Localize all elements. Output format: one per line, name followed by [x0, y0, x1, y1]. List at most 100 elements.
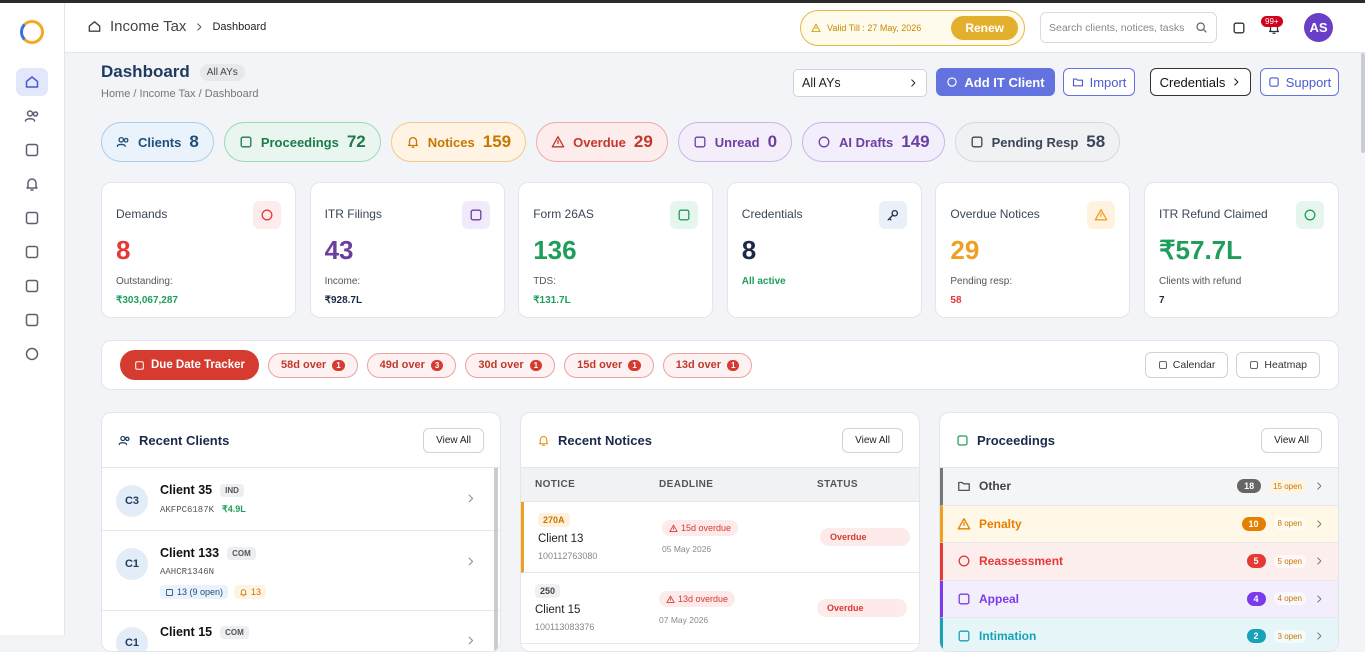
stat-card[interactable]: Overdue Notices 29 Pending resp: 58: [935, 182, 1131, 318]
header-button[interactable]: Add IT Client: [936, 68, 1055, 96]
icon: [468, 636, 474, 645]
stat-card[interactable]: ITR Refund Claimed ₹57.7L Clients with ref…: [1144, 182, 1339, 318]
client-row[interactable]: C1 Client 15 COM: [102, 611, 500, 651]
notice-row[interactable]: 250 Client 15 100113083376 13d overdue 07 Ma…: [521, 573, 919, 644]
stat-card[interactable]: ITR Filings 43 Income: ₹928.7L: [309, 182, 505, 318]
client-row[interactable]: C3 Client 35 IND AKFPC6187K ₹4.9L: [102, 468, 500, 531]
icon: [25, 76, 39, 88]
client-pan: AKFPC6187K: [160, 504, 215, 515]
header-button[interactable]: Credentials: [1150, 68, 1251, 96]
search[interactable]: Search clients, notices, tasks: [1040, 12, 1217, 43]
filter-pill[interactable]: Notices 159: [390, 122, 527, 162]
proceeding-row[interactable]: Reassessment 5 5 open: [940, 543, 1338, 581]
stat-title: ITR Filings: [324, 207, 382, 221]
icon-part: [26, 178, 38, 189]
proceeding-row[interactable]: Intimation 2 3 open: [940, 618, 1338, 651]
stat-card[interactable]: Credentials 8 All active: [726, 182, 922, 318]
proceeding-name: Reassessment: [979, 554, 1064, 569]
proceeding-row[interactable]: Penalty 10 8 open: [940, 505, 1338, 543]
icon: [694, 136, 706, 148]
nav-item[interactable]: [16, 136, 48, 164]
client-row[interactable]: C1 Client 133 COM AAHCR1346N 13 (9 open) 13: [102, 531, 500, 611]
nav-item[interactable]: [16, 238, 48, 266]
filter-pill[interactable]: Clients 8: [101, 122, 214, 162]
stat-sub-value: ₹303,067,287: [116, 295, 178, 306]
breadcrumb: Income Tax Dashboard: [87, 18, 266, 35]
tracker-item[interactable]: 30d over 1: [465, 352, 556, 378]
nav-item[interactable]: [16, 102, 48, 130]
tracker-buttons: Calendar Heatmap: [1144, 352, 1320, 378]
icon: [1269, 77, 1279, 87]
nav-item[interactable]: [16, 340, 48, 368]
row-chevron: [465, 491, 476, 509]
tracker-item[interactable]: 13d over 1: [662, 352, 753, 378]
stat-sub-label: Clients with refund: [1159, 276, 1242, 287]
view-all[interactable]: View All: [842, 427, 903, 453]
icon-part: [811, 23, 821, 32]
proceeding-open: 8 open: [1273, 517, 1306, 531]
client-info: Client 35 IND AKFPC6187K ₹4.9L: [160, 481, 453, 515]
filter-pill[interactable]: Pending Resp 58: [954, 122, 1121, 162]
ay-select[interactable]: All AYs: [793, 69, 927, 97]
icon-part: [1269, 77, 1279, 87]
avatar[interactable]: AS: [1304, 13, 1333, 42]
tracker-title[interactable]: Due Date Tracker: [120, 350, 259, 380]
ay-select-value: All AYs: [802, 76, 841, 90]
nav-item[interactable]: [16, 68, 48, 96]
tracker-button[interactable]: Calendar: [1144, 352, 1229, 378]
icon-part: [1233, 22, 1245, 34]
row-chevron: [465, 554, 476, 572]
icon-part: [958, 593, 970, 605]
top-border: [0, 0, 1365, 3]
title: Dashboard: [101, 62, 190, 81]
chat-icon[interactable]: [1232, 21, 1246, 40]
icon: [1317, 595, 1322, 603]
tracker-item[interactable]: 49d over 3: [366, 352, 457, 378]
proceeding-name: Intimation: [979, 629, 1037, 644]
ay-chip: All AYs: [199, 63, 245, 81]
stat-card[interactable]: Demands 8 Outstanding: ₹303,067,287: [101, 182, 296, 318]
icon-part: [1317, 595, 1322, 603]
icon: [1317, 482, 1322, 490]
proceeding-row[interactable]: Other 18 15 open: [940, 468, 1338, 506]
icon-part: [88, 21, 101, 32]
stat-title: Credentials: [741, 207, 803, 221]
filter-pill[interactable]: Overdue 29: [536, 122, 668, 162]
pill-label: Unread: [714, 134, 760, 150]
proceeding-row[interactable]: Appeal 4 4 open: [940, 580, 1338, 618]
view-all[interactable]: View All: [423, 427, 484, 453]
icon: [1233, 22, 1245, 34]
filter-pill[interactable]: Proceedings 72: [223, 122, 381, 162]
client-amount: ₹4.9L: [222, 504, 246, 514]
header-button[interactable]: Import: [1063, 68, 1135, 96]
header-button[interactable]: Support: [1260, 68, 1339, 96]
view-all[interactable]: View All: [1261, 427, 1322, 453]
tracker-item[interactable]: 58d over 1: [267, 352, 358, 378]
client-name-row: Client 133 COM: [160, 546, 453, 560]
filter-pill[interactable]: AI Drafts 149: [802, 122, 945, 162]
pill-count: 72: [346, 132, 366, 151]
nav-item[interactable]: [16, 272, 48, 300]
tracker-button[interactable]: Heatmap: [1236, 352, 1320, 378]
icon-part: [407, 136, 418, 147]
nav-item[interactable]: [16, 306, 48, 334]
tracker-item-count: 1: [332, 359, 345, 371]
icon-part: [957, 517, 971, 530]
client-name: Client 15: [160, 625, 213, 639]
client-proceedings-text: 13 (9 open): [177, 587, 224, 597]
renew-button[interactable]: Renew: [951, 16, 1018, 40]
column-header: NOTICE: [535, 479, 576, 490]
tracker-item[interactable]: 15d over 1: [564, 352, 654, 378]
notice-row[interactable]: 270A Client 13 100112763080 15d overdue 05 M…: [521, 502, 919, 573]
pill-label: Pending Resp: [991, 134, 1079, 150]
nav-item[interactable]: [16, 204, 48, 232]
icon-part: [1269, 77, 1279, 87]
stat-card[interactable]: Form 26AS 136 TDS: ₹131.7L: [518, 182, 714, 318]
icon-part: [118, 136, 125, 143]
icon-part: [957, 434, 968, 446]
crumb[interactable]: Income Tax: [110, 18, 187, 35]
pill-count: 149: [901, 132, 930, 151]
nav-item[interactable]: [16, 170, 48, 198]
search-placeholder: Search clients, notices, tasks: [1049, 21, 1185, 34]
filter-pill[interactable]: Unread 0: [677, 122, 793, 162]
